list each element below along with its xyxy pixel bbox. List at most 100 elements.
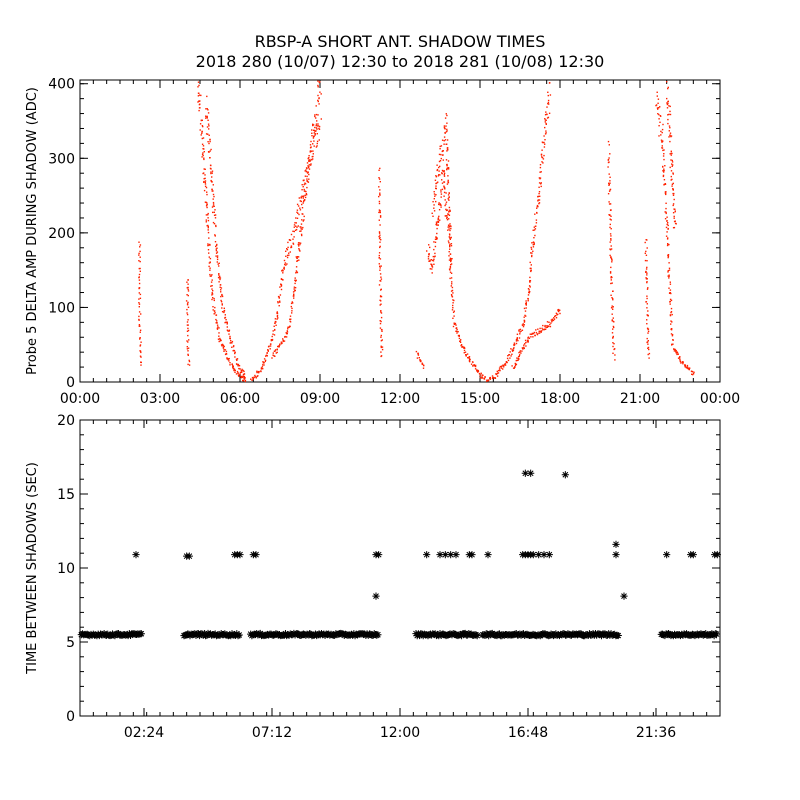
data-point	[304, 199, 306, 201]
data-point	[201, 153, 204, 156]
data-point	[218, 273, 220, 275]
data-point	[243, 373, 246, 375]
data-point	[544, 121, 546, 123]
data-point	[611, 307, 613, 309]
data-point	[512, 348, 515, 350]
data-point	[305, 193, 308, 195]
data-point	[610, 238, 612, 240]
data-point	[299, 230, 301, 232]
data-point	[538, 199, 541, 201]
data-point	[469, 358, 471, 361]
data-point	[279, 294, 282, 296]
data-point	[299, 242, 302, 244]
data-point	[218, 327, 220, 329]
data-point	[213, 310, 216, 312]
data-point	[610, 277, 612, 279]
data-point	[450, 264, 452, 266]
data-point	[305, 169, 307, 171]
data-point	[231, 340, 234, 343]
data-point	[444, 199, 446, 201]
data-point	[216, 261, 218, 263]
data-point	[542, 141, 544, 144]
data-point	[204, 177, 206, 180]
data-point	[519, 354, 521, 356]
data-point	[647, 340, 649, 342]
data-point	[187, 294, 189, 297]
data-point	[612, 342, 614, 344]
data-point	[513, 367, 515, 369]
data-point	[513, 342, 516, 344]
data-point	[378, 219, 380, 221]
data-point	[521, 350, 523, 352]
data-point	[540, 331, 542, 333]
data-point	[670, 320, 672, 322]
data-point	[503, 366, 505, 368]
data-point	[672, 164, 674, 166]
data-point	[378, 195, 380, 198]
data-point	[686, 366, 689, 368]
data-point	[666, 216, 668, 218]
data-point	[434, 179, 437, 181]
data-point	[532, 246, 535, 248]
data-point	[433, 248, 435, 251]
data-point	[302, 202, 304, 204]
data-point	[449, 210, 451, 212]
data-point	[448, 228, 450, 230]
data-point	[273, 325, 275, 327]
data-point	[298, 259, 300, 261]
data-point	[611, 313, 613, 315]
data-point	[138, 311, 141, 313]
data-point	[232, 350, 234, 352]
data-point	[204, 183, 207, 185]
data-point	[309, 150, 312, 153]
top-panel: 00:00 03:00 06:00 09:00 12:00 15:00 18:00 21:00…	[25, 77, 740, 407]
data-point	[680, 362, 682, 364]
data-point	[671, 185, 673, 187]
data-point	[668, 113, 670, 116]
data-point	[280, 288, 283, 291]
data-point	[286, 249, 289, 251]
data-point	[544, 133, 547, 135]
data-point	[205, 117, 207, 119]
data-point	[219, 337, 221, 340]
data-point	[504, 364, 507, 366]
data-point	[301, 234, 303, 237]
data-point	[318, 103, 320, 105]
data-point	[350, 630, 358, 638]
data-point	[212, 201, 215, 204]
data-point	[533, 229, 536, 231]
data-point	[529, 551, 537, 559]
data-point	[558, 309, 560, 312]
data-point	[301, 228, 303, 230]
data-point	[301, 219, 303, 221]
data-point	[224, 317, 226, 319]
data-point	[506, 357, 509, 360]
data-point	[608, 203, 611, 205]
data-point	[665, 212, 667, 215]
data-point	[663, 158, 665, 161]
data-point	[612, 551, 620, 559]
data-point	[472, 365, 474, 367]
data-point	[443, 185, 445, 187]
data-point	[553, 318, 556, 320]
data-point	[451, 309, 454, 311]
data-point	[612, 345, 614, 348]
data-point	[684, 366, 686, 368]
data-point	[212, 306, 214, 308]
data-point	[507, 359, 510, 362]
data-point	[664, 211, 666, 213]
data-point	[435, 236, 437, 238]
data-point	[138, 319, 140, 321]
data-point	[608, 190, 611, 192]
data-point	[380, 303, 382, 305]
data-point	[538, 202, 540, 205]
data-point	[518, 329, 520, 331]
data-point	[138, 298, 140, 300]
data-point	[432, 260, 435, 262]
y-tick-label: 15	[57, 487, 75, 503]
data-point	[303, 183, 305, 186]
data-point	[303, 215, 305, 218]
data-point	[278, 297, 280, 299]
data-point	[270, 343, 272, 345]
data-point	[435, 221, 438, 223]
